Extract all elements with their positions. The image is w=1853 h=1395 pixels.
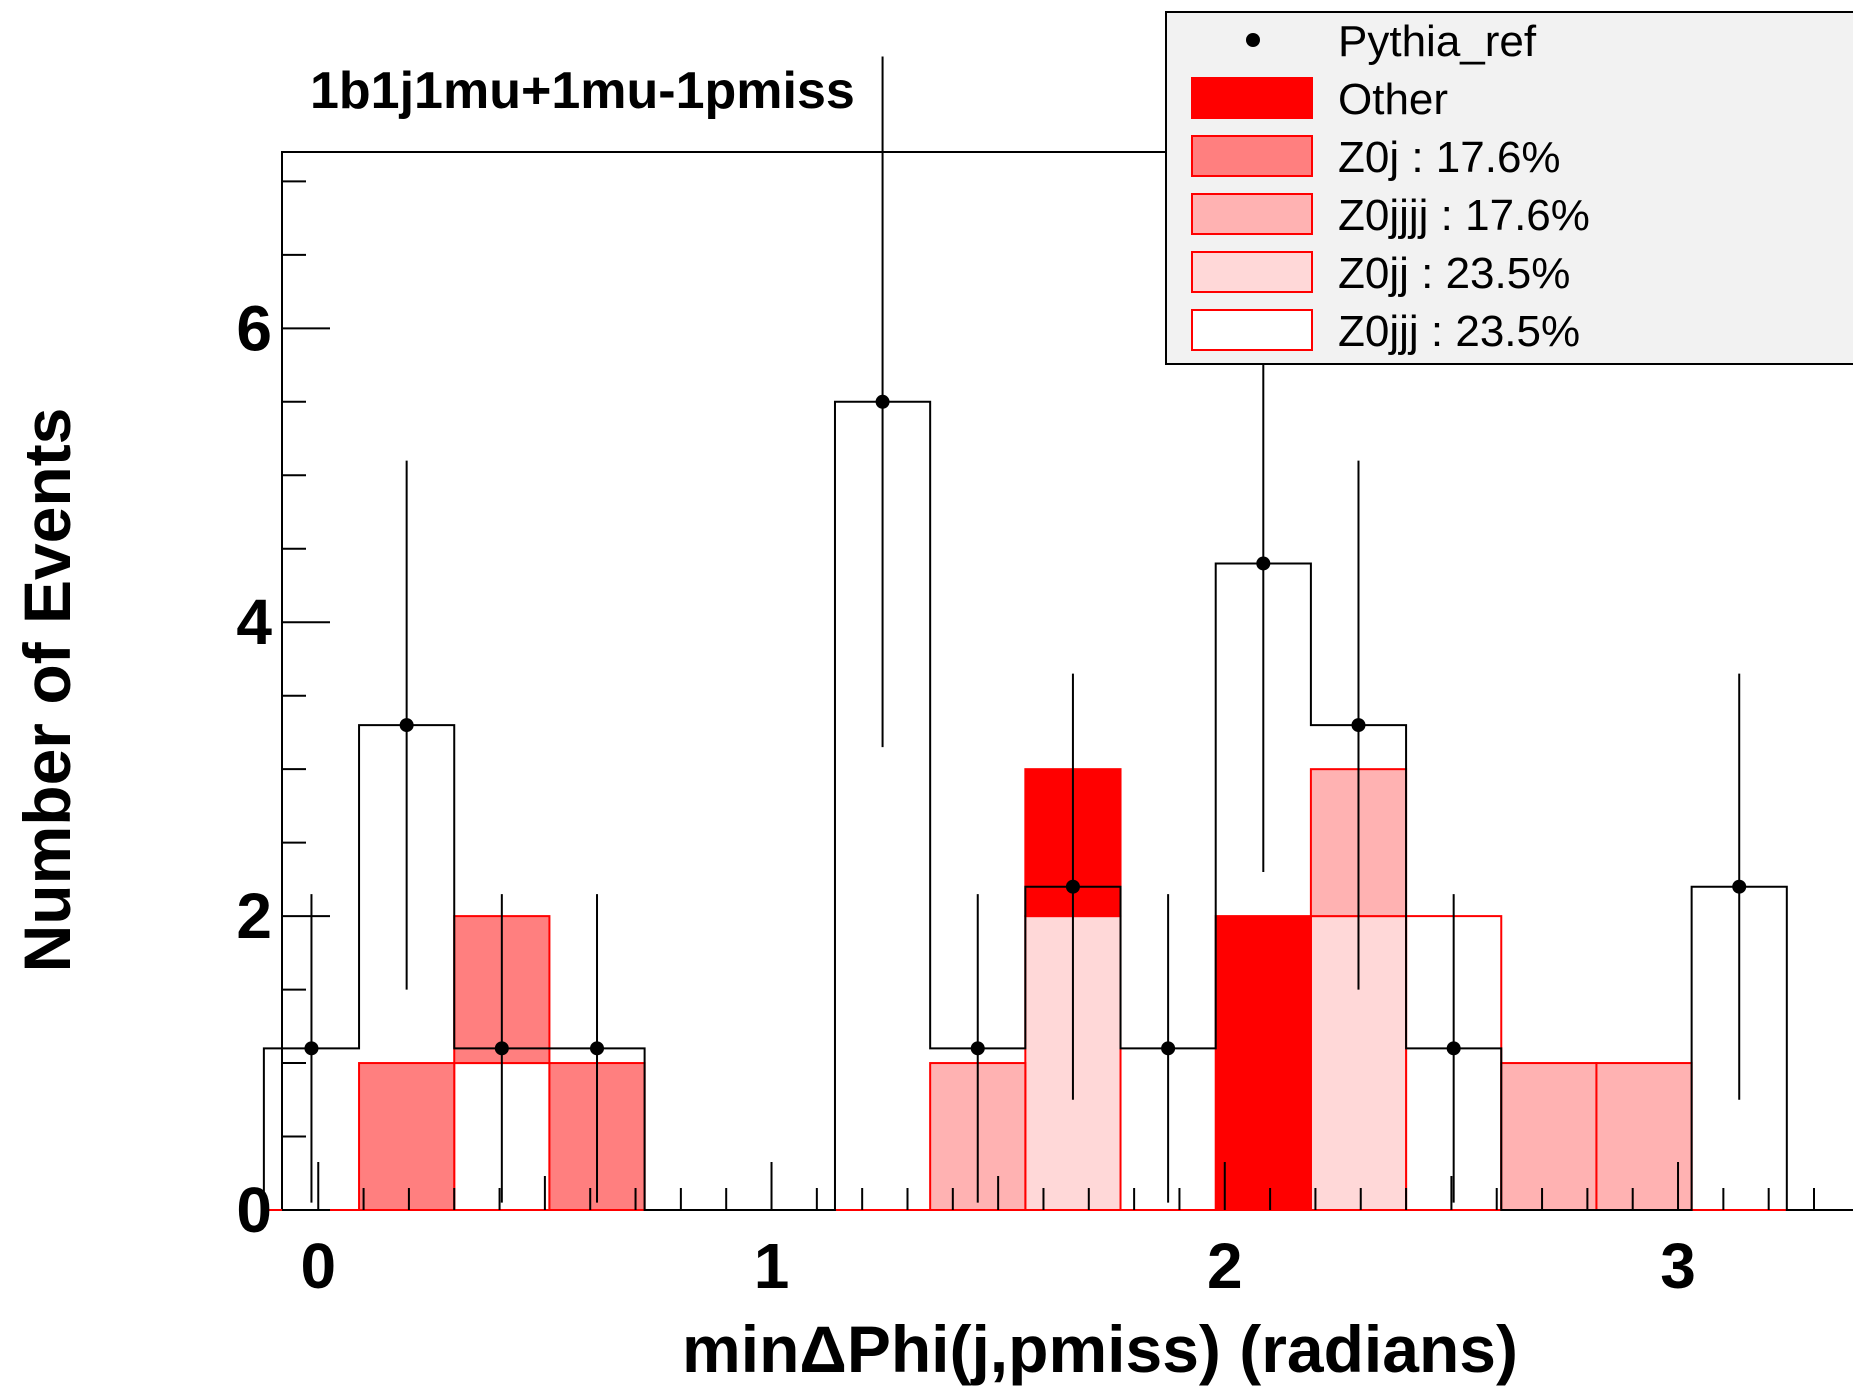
x-tick-label: 0 — [300, 1230, 336, 1302]
reference-point-3 — [590, 1041, 605, 1056]
stack-bar-4-bin-10 — [1214, 915, 1312, 1211]
reference-point-6 — [875, 394, 890, 409]
legend-swatch-2 — [1191, 135, 1313, 177]
legend-swatch-4 — [1191, 251, 1313, 293]
reference-point-11 — [1351, 718, 1366, 733]
reference-point-7 — [970, 1041, 985, 1056]
legend-box — [1165, 11, 1853, 365]
y-tick-label: 6 — [236, 292, 272, 364]
legend-swatch-1 — [1191, 77, 1313, 119]
legend-swatch-3 — [1191, 193, 1313, 235]
reference-point-1 — [399, 718, 414, 733]
stack-bar-2-bin-13 — [1500, 1062, 1598, 1211]
y-tick-label: 4 — [236, 586, 272, 658]
x-tick-label: 1 — [754, 1230, 790, 1302]
legend-label-0: Pythia_ref — [1338, 17, 1537, 66]
y-axis-label: Number of Events — [10, 408, 84, 973]
x-tick-label: 2 — [1207, 1230, 1243, 1302]
legend-label-3: Z0jjjj : 17.6% — [1338, 191, 1590, 240]
reference-point-2 — [494, 1041, 509, 1056]
x-axis-label: minΔPhi(j,pmiss) (radians) — [682, 1312, 1518, 1386]
y-tick-label: 0 — [236, 1174, 272, 1246]
legend-swatch-5 — [1191, 309, 1313, 351]
legend: Pythia_ref Other Z0j : 17.6% Z0jjjj : 17.6%… — [1165, 11, 1853, 365]
reference-point-15 — [1732, 879, 1747, 894]
reference-point-10 — [1256, 556, 1271, 571]
axis-layer: 0 2 4 6 0 1 2 3 — [236, 180, 1816, 1302]
reference-point-12 — [1446, 1041, 1461, 1056]
legend-marker-reference — [1246, 33, 1260, 47]
legend-label-1: Other — [1338, 75, 1448, 124]
reference-point-0 — [304, 1041, 319, 1056]
reference-point-9 — [1161, 1041, 1176, 1056]
y-tick-label: 2 — [236, 880, 272, 952]
legend-label-5: Z0jjj : 23.5% — [1338, 307, 1580, 356]
stack-bar-3-bin-1 — [358, 1062, 456, 1211]
legend-label-2: Z0j : 17.6% — [1338, 133, 1561, 182]
reference-point-8 — [1065, 879, 1080, 894]
chart-title: 1b1j1mu+1mu-1pmiss — [310, 62, 855, 120]
x-tick-label: 3 — [1660, 1230, 1696, 1302]
legend-label-4: Z0jj : 23.5% — [1338, 249, 1570, 298]
